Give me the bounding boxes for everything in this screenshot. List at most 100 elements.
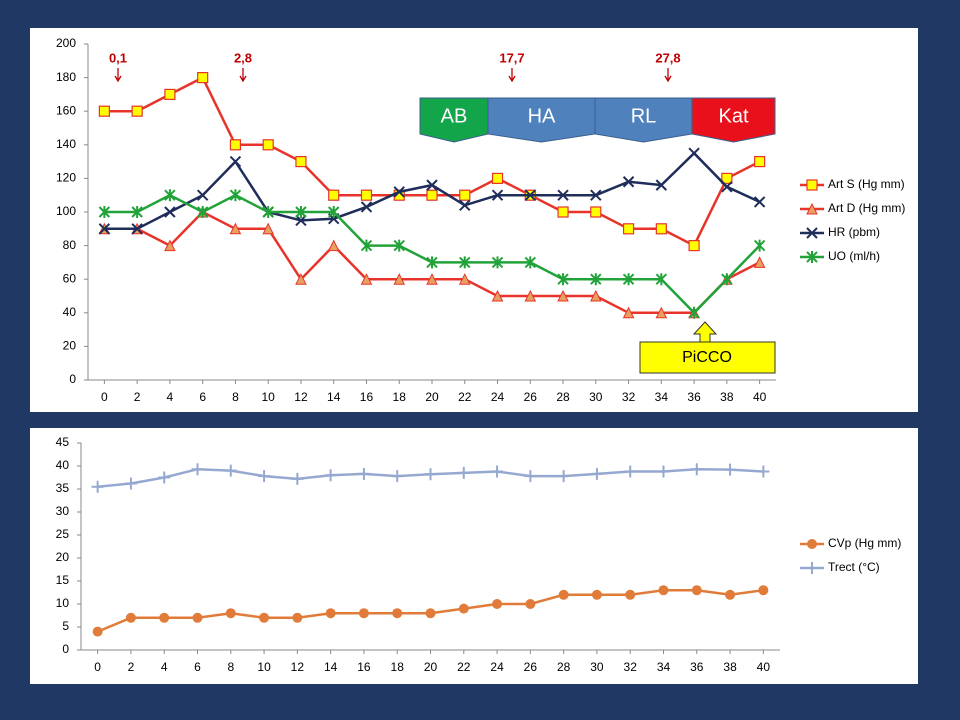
annotation-arrow xyxy=(508,68,516,83)
top-panel xyxy=(30,28,918,412)
x-tick-label: 30 xyxy=(589,390,603,404)
marker xyxy=(753,239,766,252)
y-tick-label: 180 xyxy=(56,70,76,84)
marker xyxy=(757,465,770,478)
x-tick-label: 24 xyxy=(490,660,504,674)
marker xyxy=(721,181,733,193)
marker xyxy=(358,608,369,619)
marker xyxy=(131,105,143,117)
marker xyxy=(426,189,438,201)
marker xyxy=(557,289,569,302)
x-tick-label: 32 xyxy=(624,660,638,674)
marker xyxy=(557,273,569,286)
y-tick-label: 60 xyxy=(63,271,77,285)
marker xyxy=(131,223,143,235)
callout-box xyxy=(639,341,776,374)
legend-label: UO (ml/h) xyxy=(828,249,880,263)
y-tick-label: 100 xyxy=(56,204,76,218)
marker xyxy=(657,465,670,478)
phase-box xyxy=(419,97,489,143)
marker xyxy=(324,469,337,482)
marker xyxy=(691,585,702,596)
marker xyxy=(524,189,536,201)
legend-marker xyxy=(806,202,818,215)
x-tick-label: 12 xyxy=(294,390,308,404)
marker xyxy=(558,589,569,600)
x-tick-label: 26 xyxy=(524,390,538,404)
phase-label: AB xyxy=(441,105,468,127)
x-tick-label: 34 xyxy=(655,390,669,404)
x-tick-label: 12 xyxy=(291,660,305,674)
x-tick-label: 20 xyxy=(425,390,439,404)
x-tick-label: 2 xyxy=(128,660,135,674)
y-tick-label: 20 xyxy=(63,339,77,353)
legend-label: Art D (Hg mm) xyxy=(828,201,905,215)
marker xyxy=(196,189,209,201)
marker xyxy=(624,465,637,478)
x-tick-label: 34 xyxy=(657,660,671,674)
marker xyxy=(557,470,570,483)
marker xyxy=(360,201,373,213)
marker xyxy=(295,273,307,285)
marker xyxy=(590,273,602,286)
marker xyxy=(158,471,171,484)
marker xyxy=(98,223,111,235)
x-tick-label: 4 xyxy=(161,660,168,674)
x-tick-label: 6 xyxy=(194,660,201,674)
marker xyxy=(98,206,111,218)
phase-box xyxy=(594,97,693,143)
x-tick-label: 14 xyxy=(324,660,338,674)
y-tick-label: 15 xyxy=(56,573,70,587)
marker xyxy=(458,603,469,614)
annotation-arrow xyxy=(239,68,247,83)
marker xyxy=(524,256,536,269)
x-tick-label: 38 xyxy=(720,390,734,404)
marker xyxy=(360,189,373,201)
x-tick-label: 16 xyxy=(360,390,374,404)
marker xyxy=(98,105,110,117)
y-tick-label: 80 xyxy=(63,238,77,252)
marker xyxy=(457,466,470,479)
marker xyxy=(392,608,403,619)
marker xyxy=(753,196,766,208)
marker xyxy=(658,585,669,596)
marker xyxy=(295,214,307,227)
marker xyxy=(229,189,242,202)
marker xyxy=(524,289,537,302)
marker xyxy=(590,289,602,302)
marker xyxy=(725,589,736,600)
marker xyxy=(159,612,170,623)
y-tick-label: 25 xyxy=(56,527,70,541)
x-tick-label: 0 xyxy=(94,660,101,674)
marker xyxy=(393,273,406,285)
marker xyxy=(688,240,700,252)
marker xyxy=(426,256,438,269)
marker xyxy=(491,465,504,478)
marker xyxy=(291,472,304,485)
marker xyxy=(459,189,471,201)
marker xyxy=(753,256,766,268)
marker xyxy=(622,306,635,319)
marker xyxy=(524,470,537,483)
marker xyxy=(191,463,204,476)
marker xyxy=(426,179,438,191)
marker xyxy=(292,612,303,623)
phase-box xyxy=(487,97,596,143)
marker xyxy=(590,189,602,201)
annotation: 17,7 xyxy=(499,50,524,65)
y-tick-label: 40 xyxy=(63,305,77,319)
marker xyxy=(459,199,471,211)
x-tick-label: 36 xyxy=(687,390,701,404)
x-tick-label: 10 xyxy=(262,390,276,404)
marker xyxy=(295,156,307,168)
marker xyxy=(557,189,569,201)
marker xyxy=(327,239,340,252)
x-tick-label: 40 xyxy=(757,660,771,674)
x-tick-label: 22 xyxy=(458,390,472,404)
marker xyxy=(491,289,504,302)
y-tick-label: 140 xyxy=(56,137,76,151)
y-tick-label: 200 xyxy=(56,36,76,50)
x-tick-label: 18 xyxy=(391,660,405,674)
x-tick-label: 28 xyxy=(557,660,571,674)
